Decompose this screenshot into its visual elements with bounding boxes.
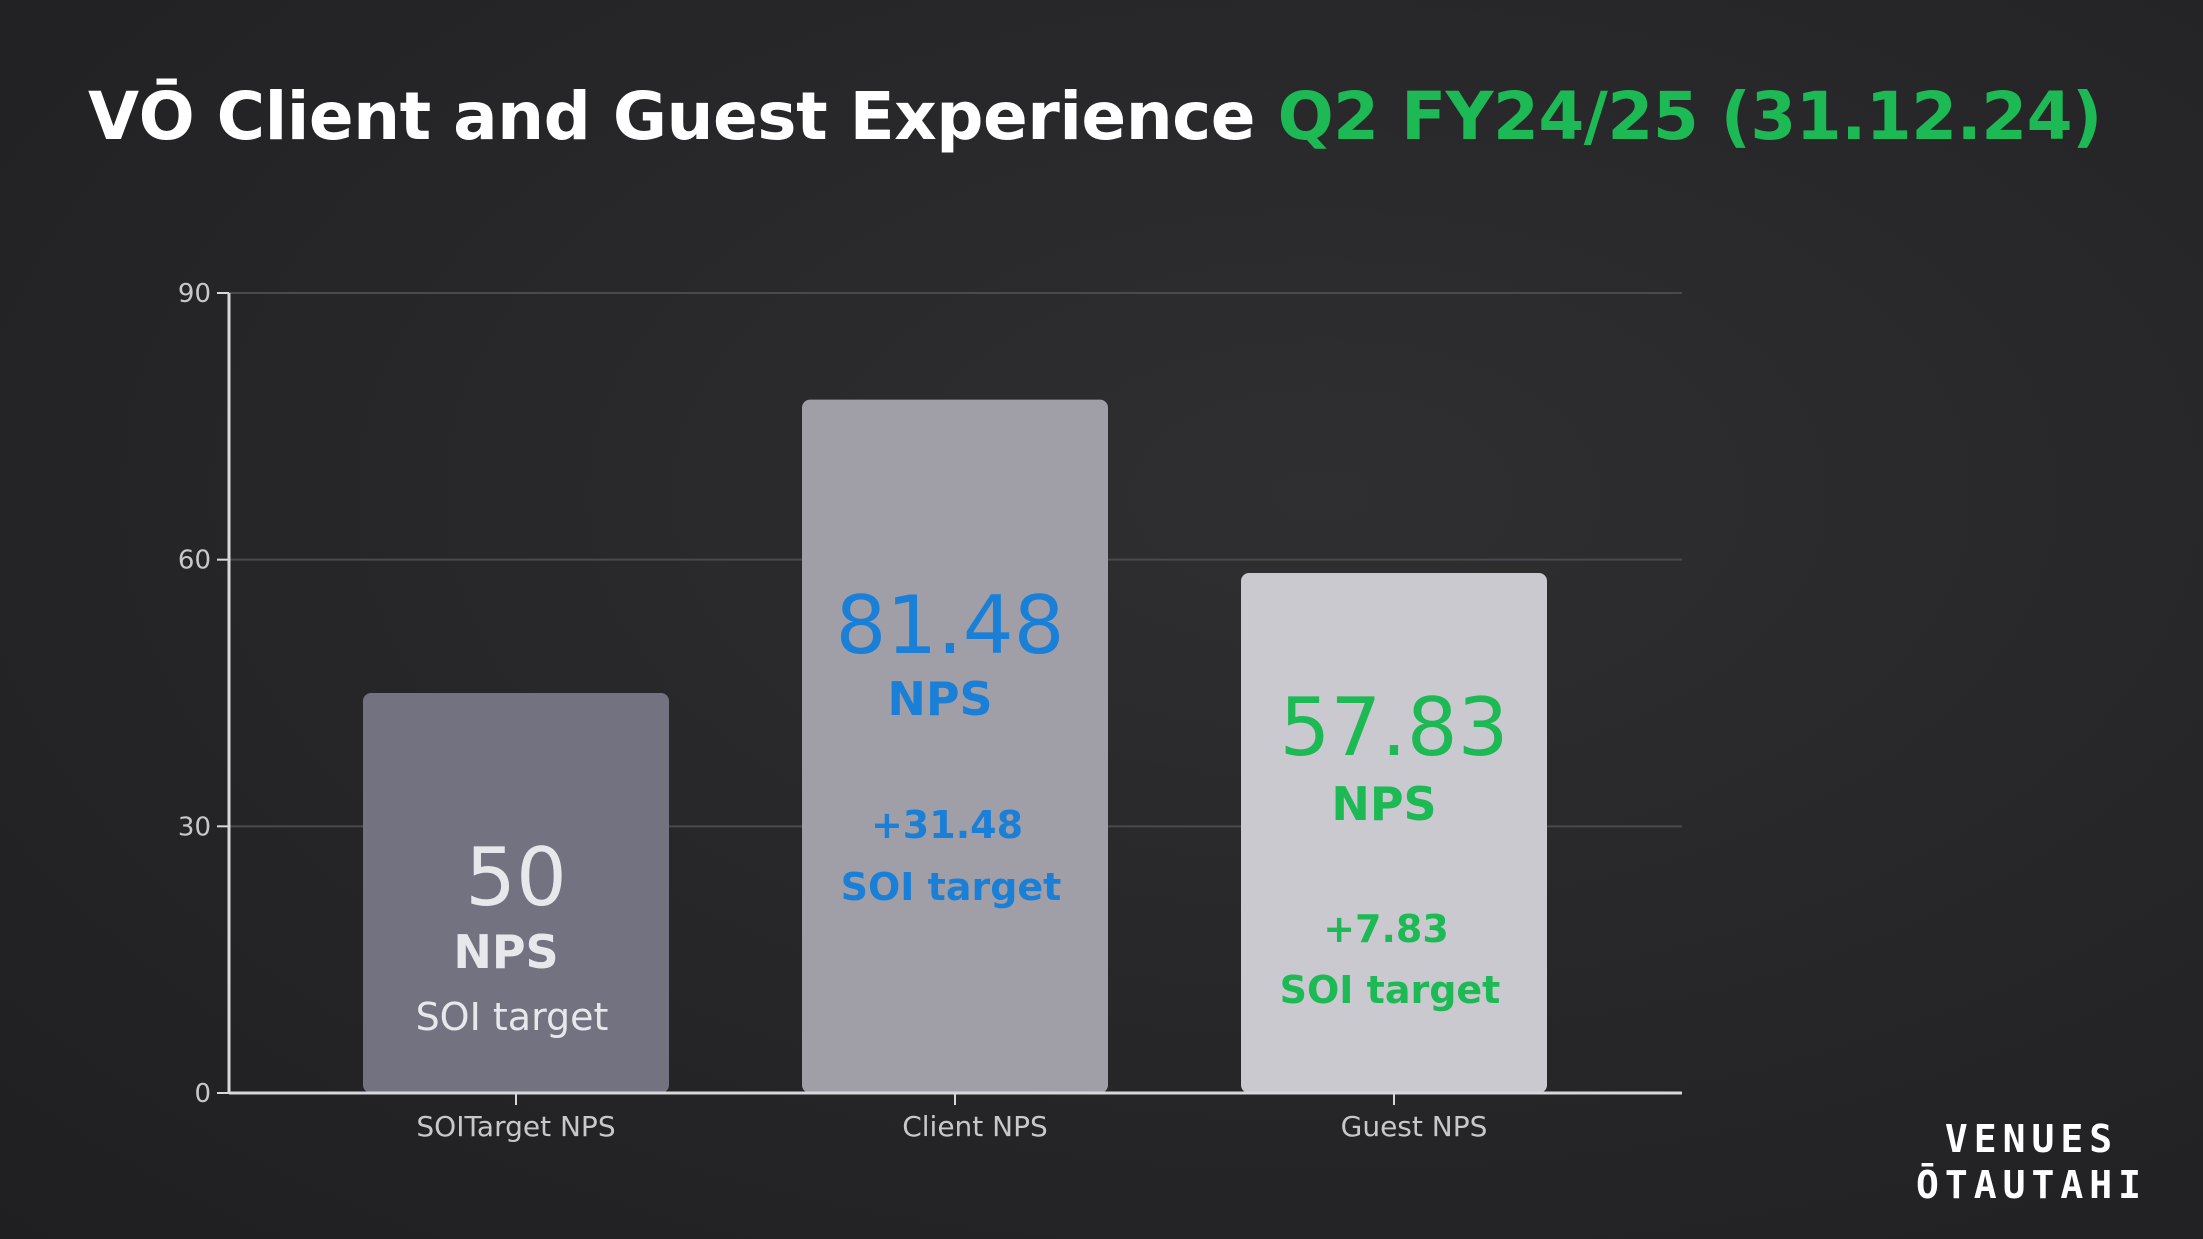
- bar-unit-label: NPS: [887, 672, 992, 726]
- page-title: VŌ Client and Guest Experience Q2 FY24/2…: [88, 78, 2102, 155]
- venues-otautahi-logo: VENUES ŌTAUTAHI: [1916, 1116, 2147, 1208]
- logo-line-2: ŌTAUTAHI: [1915, 1163, 2147, 1207]
- bar-unit-label: NPS: [453, 925, 558, 979]
- x-tick-label: Guest NPS: [1341, 1110, 1488, 1143]
- logo-line-1: VENUES: [1944, 1117, 2119, 1161]
- x-tick-label: Client NPS: [902, 1110, 1048, 1143]
- y-tick-label: 30: [178, 812, 211, 842]
- y-tick-label: 90: [178, 279, 211, 309]
- bar-value-label: 50: [465, 831, 567, 924]
- y-tick-label: 0: [194, 1079, 211, 1109]
- y-tick-label: 60: [178, 546, 211, 576]
- axes: 0 30 60 90 SOITarget NPS Client NPS Guest NPS: [178, 279, 1682, 1143]
- bar-value-label: 81.48: [835, 579, 1064, 672]
- title-accent: Q2 FY24/25 (31.12.24): [1277, 78, 2103, 155]
- title-main: VŌ Client and Guest Experience: [88, 78, 1256, 155]
- bar-delta-label: +7.83: [1323, 907, 1449, 951]
- bar-target-label: SOI target: [1280, 968, 1501, 1012]
- bar-target-label: SOI target: [416, 995, 609, 1039]
- bar-3: [1241, 573, 1547, 1093]
- bar-target-label: SOI target: [841, 865, 1062, 909]
- bar-1: [363, 693, 669, 1093]
- bar-delta-label: +31.48: [871, 803, 1023, 847]
- bar-unit-label: NPS: [1331, 777, 1436, 831]
- x-tick-label: SOITarget NPS: [416, 1110, 615, 1143]
- bars: [363, 399, 1547, 1094]
- bar-value-label: 57.83: [1279, 681, 1508, 774]
- bar-2: [802, 399, 1108, 1094]
